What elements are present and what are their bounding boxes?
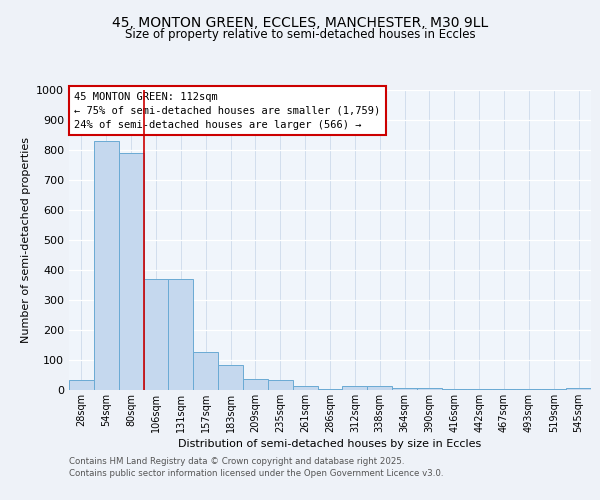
Bar (566, 388, 591, 390)
X-axis label: Distribution of semi-detached houses by size in Eccles: Distribution of semi-detached houses by … (178, 439, 482, 449)
Bar (218, 364, 243, 390)
Text: Size of property relative to semi-detached houses in Eccles: Size of property relative to semi-detach… (125, 28, 475, 41)
Text: 45, MONTON GREEN, ECCLES, MANCHESTER, M30 9LL: 45, MONTON GREEN, ECCLES, MANCHESTER, M3… (112, 16, 488, 30)
Text: Contains HM Land Registry data © Crown copyright and database right 2025.: Contains HM Land Registry data © Crown c… (69, 458, 404, 466)
Bar (193, 352, 218, 390)
Bar (94, 141, 119, 390)
Bar (293, 386, 317, 390)
Y-axis label: Number of semi-detached properties: Number of semi-detached properties (20, 137, 31, 343)
Bar (143, 279, 169, 390)
Bar (343, 386, 367, 390)
Bar (392, 388, 417, 390)
Text: Contains public sector information licensed under the Open Government Licence v3: Contains public sector information licen… (69, 469, 443, 478)
Bar (169, 279, 193, 390)
Bar (417, 388, 442, 390)
Text: 45 MONTON GREEN: 112sqm
← 75% of semi-detached houses are smaller (1,759)
24% of: 45 MONTON GREEN: 112sqm ← 75% of semi-de… (74, 92, 380, 130)
Bar (268, 380, 293, 390)
Bar (119, 153, 143, 390)
Bar (367, 386, 392, 390)
Bar (69, 380, 94, 390)
Bar (442, 389, 467, 390)
Bar (317, 388, 343, 390)
Bar (243, 379, 268, 390)
